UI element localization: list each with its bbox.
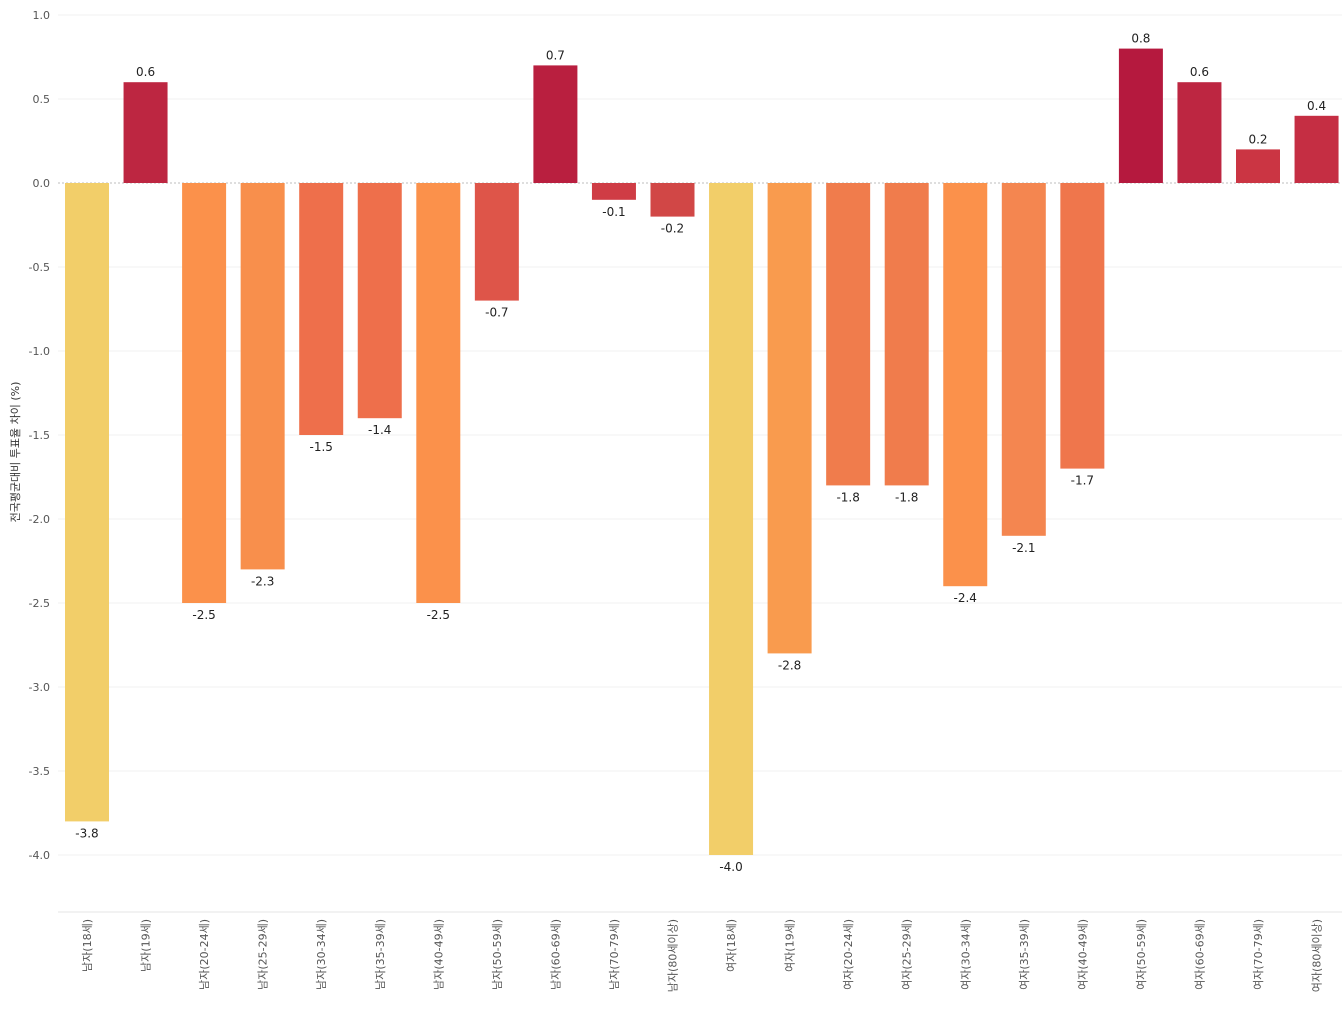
bar <box>182 183 227 603</box>
y-tick-label: -0.5 <box>29 261 50 274</box>
data-label: -2.5 <box>427 608 450 622</box>
y-tick-label: -1.5 <box>29 429 50 442</box>
data-label: 0.6 <box>1190 65 1209 79</box>
x-tick-label: 남자(18세) <box>81 919 94 972</box>
data-label: -1.4 <box>368 423 391 437</box>
x-tick-label: 여자(35-39세) <box>1018 919 1031 990</box>
data-labels: -3.8 0.6 -2.5 -2.3 -1.5 -1.4 -2.5 -0.7 0.7 -0.1 -0… <box>75 32 1326 874</box>
data-label: -3.8 <box>75 826 98 840</box>
bar <box>709 183 754 855</box>
x-tick-label: 남자(19세) <box>140 919 153 972</box>
y-tick-label: -2.5 <box>29 597 50 610</box>
data-label: 0.7 <box>546 48 565 62</box>
data-label: -2.5 <box>192 608 215 622</box>
data-label: 0.8 <box>1131 32 1150 46</box>
data-label: -2.4 <box>954 591 977 605</box>
y-tick-label: -1.0 <box>29 345 50 358</box>
bar <box>943 183 988 587</box>
bar <box>533 65 578 183</box>
data-label: -1.5 <box>309 440 332 454</box>
x-tick-label: 남자(20-24세) <box>198 919 211 990</box>
bars <box>65 48 1339 855</box>
bar <box>299 183 344 435</box>
x-tick-label: 남자(40-49세) <box>432 919 445 990</box>
bar <box>1118 48 1163 183</box>
x-tick-label: 여자(19세) <box>784 919 797 972</box>
y-tick-label: -3.5 <box>29 765 50 778</box>
y-tick-label: -3.0 <box>29 681 50 694</box>
bar <box>826 183 871 486</box>
y-tick-label: 1.0 <box>33 9 51 22</box>
x-tick-label: 여자(18세) <box>725 919 738 972</box>
bar <box>123 82 168 183</box>
bar <box>1294 115 1339 183</box>
bar <box>65 183 109 822</box>
data-label: 0.6 <box>136 65 155 79</box>
x-tick-label: 남자(35-39세) <box>374 919 387 990</box>
x-tick-label: 여자(50-59세) <box>1135 919 1148 990</box>
x-tick-label: 여자(70-79세) <box>1252 919 1265 990</box>
y-tick-label: -4.0 <box>29 849 50 862</box>
y-tick-label: -2.0 <box>29 513 50 526</box>
data-label: -1.7 <box>1071 474 1094 488</box>
x-tick-label: 여자(30-34세) <box>959 919 972 990</box>
x-tick-label: 남자(50-59세) <box>491 919 504 990</box>
bar <box>650 183 695 217</box>
x-tick-label: 남자(70-79세) <box>608 919 621 990</box>
y-tick-label: 0.0 <box>33 177 51 190</box>
y-tick-label: 0.5 <box>33 93 51 106</box>
data-label: 0.4 <box>1307 99 1326 113</box>
x-tick-label: 여자(60-69세) <box>1193 919 1206 990</box>
y-axis-label: 전국평균대비 투표율 차이 (%) <box>9 382 22 523</box>
bar <box>767 183 812 654</box>
bar <box>416 183 461 603</box>
x-tick-label: 여자(40-49세) <box>1076 919 1089 990</box>
bar <box>474 183 519 301</box>
x-tick-label: 남자(80세이상) <box>667 919 680 992</box>
bar <box>1177 82 1222 183</box>
data-label: -0.1 <box>602 205 625 219</box>
data-label: -0.2 <box>661 222 684 236</box>
x-tick-label: 남자(60-69세) <box>549 919 562 990</box>
bar <box>591 183 636 200</box>
x-tick-label: 남자(30-34세) <box>315 919 328 990</box>
x-tick-label: 여자(20-24세) <box>842 919 855 990</box>
data-label: -4.0 <box>719 860 742 874</box>
x-axis-labels: 남자(18세) 남자(19세) 남자(20-24세) 남자(25-29세) 남자(30-… <box>81 919 1324 992</box>
y-axis-ticks: 1.0 0.5 0.0 -0.5 -1.0 -1.5 -2.0 -2.5 -3.0 -3.5 -4.… <box>29 9 50 862</box>
x-tick-label: 여자(25-29세) <box>901 919 914 990</box>
data-label: -2.1 <box>1012 541 1035 555</box>
bar <box>1060 183 1105 469</box>
data-label: 0.2 <box>1248 132 1267 146</box>
data-label: -2.3 <box>251 574 274 588</box>
data-label: -0.7 <box>485 306 508 320</box>
bar <box>1236 149 1280 183</box>
bar <box>1001 183 1046 536</box>
data-label: -1.8 <box>895 490 918 504</box>
x-tick-label: 여자(80세이상) <box>1311 919 1324 992</box>
x-tick-label: 남자(25-29세) <box>257 919 270 990</box>
data-label: -1.8 <box>836 490 859 504</box>
data-label: -2.8 <box>778 658 801 672</box>
bar <box>240 183 285 570</box>
bar <box>884 183 929 486</box>
bar <box>357 183 402 419</box>
